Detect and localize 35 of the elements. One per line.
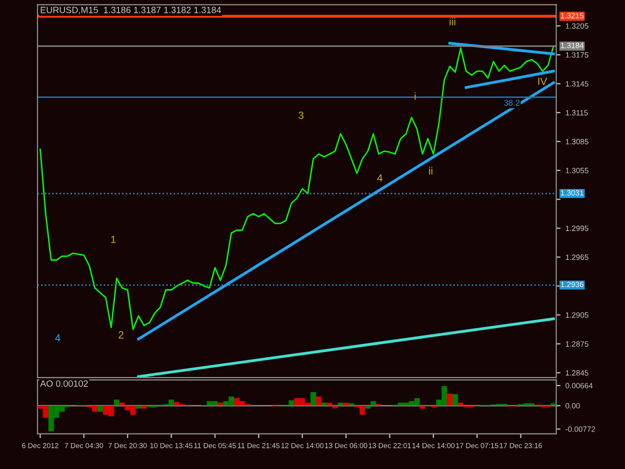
bar bbox=[420, 406, 426, 409]
bar bbox=[452, 394, 458, 406]
line-series bbox=[40, 45, 554, 330]
bar bbox=[365, 406, 371, 409]
annotation: ii bbox=[429, 166, 432, 174]
annotation: 4 bbox=[55, 334, 60, 342]
annotation: 3 bbox=[298, 112, 304, 119]
annotation: IV bbox=[538, 78, 548, 85]
bar bbox=[218, 402, 224, 406]
annotation: iii bbox=[450, 18, 456, 26]
bar bbox=[141, 406, 147, 409]
bar bbox=[119, 402, 125, 406]
annotation: 38.2 bbox=[504, 100, 520, 106]
annotation: 2 bbox=[118, 331, 124, 338]
bar bbox=[321, 402, 327, 406]
bar bbox=[348, 403, 354, 406]
annotation: 1 bbox=[111, 236, 116, 244]
bar bbox=[310, 392, 316, 406]
chart-title: AO 0.00102 bbox=[40, 380, 88, 387]
bar bbox=[458, 402, 464, 406]
bar bbox=[332, 406, 338, 408]
bar bbox=[447, 394, 452, 406]
bar bbox=[326, 402, 332, 406]
bar bbox=[338, 402, 344, 406]
bar bbox=[136, 406, 142, 409]
bar bbox=[98, 406, 104, 412]
bar bbox=[288, 400, 294, 406]
chart-title: EURUSD,M15 1.3186 1.3187 1.3182 1.3184 bbox=[40, 6, 222, 14]
bar bbox=[370, 401, 376, 406]
annotation: i bbox=[414, 92, 416, 100]
bar bbox=[114, 400, 120, 406]
bar bbox=[343, 402, 349, 406]
annotation: 4 bbox=[377, 174, 382, 182]
bar bbox=[550, 403, 556, 406]
bar bbox=[316, 396, 322, 406]
